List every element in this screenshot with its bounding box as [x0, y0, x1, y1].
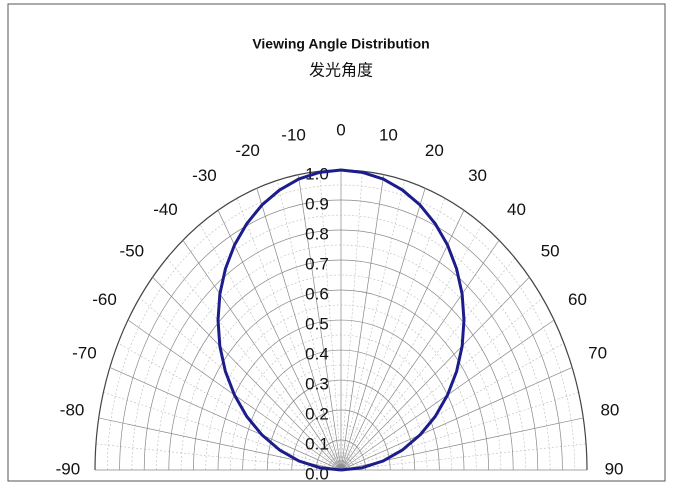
- grid-spoke: [340, 239, 500, 471]
- minor-spoke: [340, 443, 587, 471]
- angle-label: 60: [568, 290, 587, 309]
- minor-ring: [156, 244, 526, 471]
- radial-tick-label: 0.7: [305, 254, 329, 273]
- radial-tick-label: 0.2: [305, 404, 329, 423]
- grid-spoke: [182, 239, 342, 471]
- angle-label: -90: [56, 459, 81, 478]
- grid-spoke: [152, 276, 342, 471]
- angle-label: -20: [235, 141, 260, 160]
- grid-spoke: [340, 187, 426, 471]
- grid-spoke: [340, 276, 530, 471]
- angle-label: -70: [72, 344, 97, 363]
- radial-tick-label: 0.3: [305, 374, 329, 393]
- angle-label: -40: [153, 200, 178, 219]
- chart-subtitle: 发光角度: [309, 61, 373, 80]
- grid-spoke: [340, 174, 385, 471]
- angle-label: -60: [92, 290, 117, 309]
- angle-label: -50: [120, 242, 145, 261]
- angle-label: 80: [600, 401, 619, 420]
- minor-ring: [254, 364, 428, 471]
- angle-label: 0: [336, 120, 345, 139]
- radial-tick-label: 0.9: [305, 194, 329, 213]
- chart-title: Viewing Angle Distribution: [252, 36, 429, 52]
- minor-ring: [180, 274, 502, 471]
- grid-spoke: [109, 367, 342, 471]
- angle-label: -30: [192, 166, 217, 185]
- angle-label: -10: [281, 126, 306, 145]
- minor-spoke: [95, 443, 342, 471]
- grid-spoke: [340, 367, 573, 471]
- angle-label: -80: [60, 401, 85, 420]
- angle-label: 20: [425, 141, 444, 160]
- angle-label: 90: [605, 459, 624, 478]
- radial-tick-label: 0.4: [305, 344, 329, 363]
- minor-ring: [279, 394, 403, 471]
- angle-label: 10: [379, 126, 398, 145]
- grid-spoke: [297, 174, 342, 471]
- angle-label: 50: [541, 242, 560, 261]
- series-line: [216, 168, 466, 472]
- grid-spoke: [256, 187, 342, 471]
- radial-tick-label: 0.1: [305, 434, 329, 453]
- angle-label: 40: [507, 200, 526, 219]
- radial-tick-label: 0.6: [305, 284, 329, 303]
- angle-label: 30: [468, 166, 487, 185]
- radial-tick-label: 0.5: [305, 314, 329, 333]
- angle-label: 70: [588, 344, 607, 363]
- grid-spoke: [217, 210, 342, 471]
- radial-tick-label: 0.8: [305, 224, 329, 243]
- grid-spoke: [340, 210, 465, 471]
